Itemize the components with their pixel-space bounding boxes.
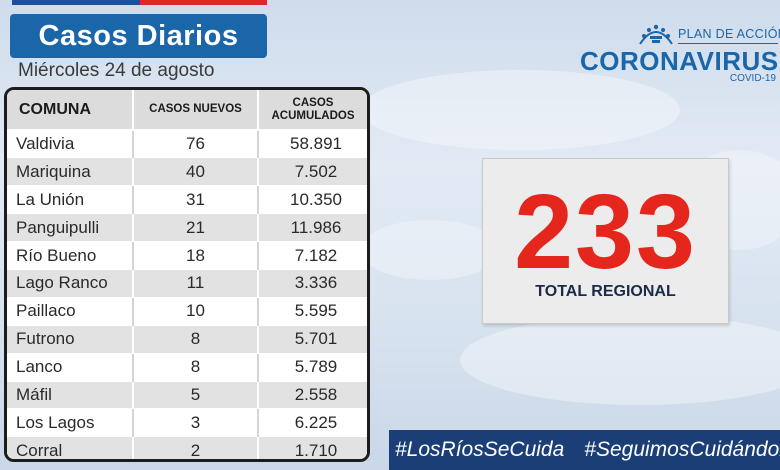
cell-casos-nuevos: 21 xyxy=(133,213,259,243)
report-date: Miércoles 24 de agosto xyxy=(18,60,215,81)
cell-comuna: Valdivia xyxy=(7,130,134,159)
total-regional-card: 233 TOTAL REGIONAL xyxy=(482,158,729,324)
table-row: Paillaco 10 5.595 xyxy=(7,297,367,326)
plan-accion-logo: PLAN DE ACCIÓN CORONAVIRUS COVID-19 xyxy=(578,22,780,84)
cell-casos-acumulados: 3.336 xyxy=(258,269,367,298)
cell-comuna: Panguipulli xyxy=(7,213,134,243)
cell-comuna: Paillaco xyxy=(7,297,134,326)
cell-casos-nuevos: 11 xyxy=(133,269,259,298)
flag-blue-segment xyxy=(12,0,140,5)
cell-casos-nuevos: 8 xyxy=(133,353,259,382)
cell-casos-nuevos: 5 xyxy=(133,381,259,410)
table-row: La Unión 31 10.350 xyxy=(7,185,367,215)
header-comuna: COMUNA xyxy=(7,90,134,131)
cell-casos-acumulados: 5.789 xyxy=(258,353,367,382)
cell-comuna: Lago Ranco xyxy=(7,269,134,298)
cell-casos-acumulados: 5.701 xyxy=(258,325,367,354)
cases-table: COMUNA CASOS NUEVOS CASOS ACUMULADOS Val… xyxy=(4,87,370,462)
flag-red-segment xyxy=(139,0,267,5)
cell-comuna: Río Bueno xyxy=(7,241,134,270)
logo-divider xyxy=(678,43,778,44)
logo-covid-text: COVID-19 xyxy=(729,73,776,84)
cell-comuna: Máfil xyxy=(7,381,134,410)
cell-casos-nuevos: 8 xyxy=(133,325,259,354)
hashtag-seguimos: #SeguimosCuidándonos xyxy=(584,438,780,461)
hashtag-los-rios: #LosRíosSeCuida xyxy=(395,438,565,461)
cell-casos-nuevos: 2 xyxy=(133,436,259,459)
cell-comuna: Lanco xyxy=(7,353,134,382)
cell-casos-nuevos: 31 xyxy=(133,185,259,215)
table-row: Valdivia 76 58.891 xyxy=(7,130,367,159)
total-label: TOTAL REGIONAL xyxy=(535,283,676,300)
table-row: Río Bueno 18 7.182 xyxy=(7,241,367,270)
table-row: Los Lagos 3 6.225 xyxy=(7,408,367,438)
cell-comuna: Los Lagos xyxy=(7,408,134,438)
cell-casos-nuevos: 18 xyxy=(133,241,259,270)
header-casos-nuevos: CASOS NUEVOS xyxy=(133,90,259,131)
logo-coronavirus-text: CORONAVIRUS xyxy=(580,46,779,76)
cell-casos-acumulados: 58.891 xyxy=(258,130,367,159)
total-number: 233 xyxy=(514,173,697,291)
cell-casos-acumulados: 1.710 xyxy=(258,436,367,459)
table-header-row: COMUNA CASOS NUEVOS CASOS ACUMULADOS xyxy=(7,90,367,131)
cell-casos-acumulados: 6.225 xyxy=(258,408,367,438)
table-row: Panguipulli 21 11.986 xyxy=(7,213,367,243)
cell-comuna: Corral xyxy=(7,436,134,459)
table-row: Mariquina 40 7.502 xyxy=(7,157,367,187)
hashtag-bar: #LosRíosSeCuida #SeguimosCuidándonos xyxy=(389,430,780,470)
cell-casos-nuevos: 3 xyxy=(133,408,259,438)
table-row: Máfil 5 2.558 xyxy=(7,381,367,410)
flag-bar xyxy=(12,0,267,5)
header-acum-line2: ACUMULADOS xyxy=(271,109,355,122)
header-casos-acumulados: CASOS ACUMULADOS xyxy=(258,90,367,131)
cell-comuna: Mariquina xyxy=(7,157,134,187)
table-row: Lanco 8 5.789 xyxy=(7,353,367,382)
page-title: Casos Diarios xyxy=(38,19,239,52)
cell-casos-acumulados: 7.502 xyxy=(258,157,367,187)
cell-casos-acumulados: 7.182 xyxy=(258,241,367,270)
cell-casos-acumulados: 11.986 xyxy=(258,213,367,243)
crown-emblem-icon xyxy=(639,24,673,45)
cell-casos-acumulados: 10.350 xyxy=(258,185,367,215)
cell-casos-acumulados: 5.595 xyxy=(258,297,367,326)
logo-plan-text: PLAN DE ACCIÓN xyxy=(678,27,780,41)
cell-casos-nuevos: 10 xyxy=(133,297,259,326)
table-row: Lago Ranco 11 3.336 xyxy=(7,269,367,298)
title-banner: Casos Diarios xyxy=(10,14,267,58)
table-row: Corral 2 1.710 xyxy=(7,436,367,459)
cell-comuna: La Unión xyxy=(7,185,134,215)
cell-casos-nuevos: 76 xyxy=(133,130,259,159)
table-row: Futrono 8 5.701 xyxy=(7,325,367,354)
cell-comuna: Futrono xyxy=(7,325,134,354)
cell-casos-acumulados: 2.558 xyxy=(258,381,367,410)
header-acum-line1: CASOS xyxy=(292,96,334,109)
cell-casos-nuevos: 40 xyxy=(133,157,259,187)
